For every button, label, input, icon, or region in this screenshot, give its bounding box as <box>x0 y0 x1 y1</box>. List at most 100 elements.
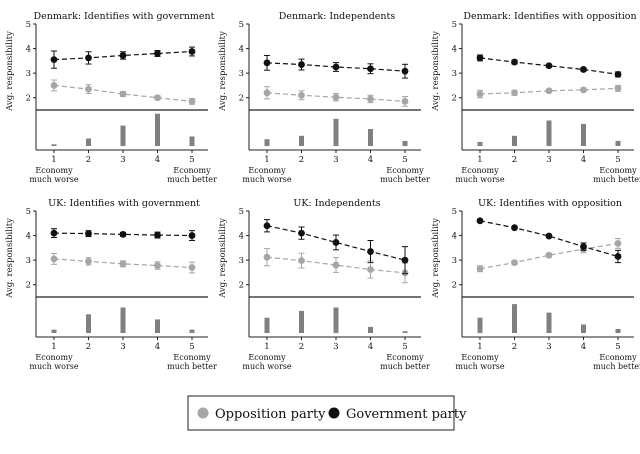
data-point-government <box>119 230 127 238</box>
histogram-bar <box>546 312 552 333</box>
left-end-label-line1: Economy <box>35 353 73 362</box>
histogram-bar <box>402 140 408 146</box>
data-point-opposition <box>298 91 305 99</box>
y-tick-label: 2 <box>452 94 457 104</box>
histogram-bar <box>615 140 621 146</box>
histogram-bar <box>189 329 195 333</box>
panel-title: Denmark: Independents <box>279 11 396 22</box>
y-tick-label: 5 <box>239 20 244 30</box>
data-point-opposition <box>367 95 374 103</box>
y-tick-label: 2 <box>239 94 244 104</box>
histogram-bar <box>86 314 91 333</box>
data-point-opposition <box>476 265 484 273</box>
panel-title: Denmark: Identifies with opposition <box>463 11 636 22</box>
x-tick-label: 4 <box>368 342 373 352</box>
legend-opposition-marker <box>197 407 209 419</box>
series-line-government <box>53 50 193 61</box>
right-end-label-line1: Economy <box>173 353 211 362</box>
right-end-label-line1: Economy <box>386 353 424 362</box>
x-tick-label: 4 <box>581 155 586 165</box>
data-point-government <box>367 248 374 255</box>
y-tick-label: 5 <box>452 20 457 30</box>
x-tick-label: 2 <box>512 342 517 352</box>
y-tick-label: 5 <box>26 207 31 217</box>
y-tick-label: 4 <box>452 45 457 55</box>
x-tick-label: 5 <box>615 155 620 165</box>
series-line-government <box>479 57 619 75</box>
left-end-label-line2: much worse <box>29 175 79 184</box>
data-point-opposition <box>367 266 374 273</box>
x-tick-label: 1 <box>477 155 482 165</box>
y-tick-label: 3 <box>26 256 31 266</box>
legend-box <box>187 395 455 431</box>
x-tick-label: 1 <box>477 342 482 352</box>
left-end-label-line2: much worse <box>455 175 505 184</box>
right-end-label-line2: much better <box>380 175 430 184</box>
histogram-bar <box>299 310 304 333</box>
x-tick-label: 1 <box>264 342 269 352</box>
histogram-bar <box>264 139 270 146</box>
left-end-label-line2: much worse <box>29 362 79 371</box>
histogram-bar <box>120 307 126 333</box>
panel-1: Denmark: Identifies with government 2 3 4 5 A… <box>5 11 217 184</box>
data-point-government <box>263 59 271 67</box>
legend-government-marker <box>328 407 340 419</box>
x-tick-label: 2 <box>512 155 517 165</box>
y-tick-label: 3 <box>239 256 244 266</box>
right-end-label-line2: much better <box>380 362 430 371</box>
right-end-label-line2: much better <box>593 175 640 184</box>
data-point-government <box>545 62 553 70</box>
y-tick-label: 2 <box>26 94 31 104</box>
histogram-bar <box>512 304 517 333</box>
data-point-opposition <box>545 251 553 259</box>
histogram-bar <box>581 324 586 333</box>
panel-title: UK: Identifies with opposition <box>478 198 622 209</box>
data-point-government <box>614 253 622 260</box>
data-point-government <box>476 54 484 62</box>
x-tick-label: 2 <box>299 342 304 352</box>
data-point-opposition <box>50 82 58 89</box>
series-line-opposition <box>53 258 193 269</box>
data-point-government <box>263 222 271 230</box>
histogram-bar <box>402 331 408 333</box>
data-point-opposition <box>332 261 340 269</box>
data-point-government <box>545 232 553 240</box>
panel-2: Denmark: Independents 2 3 4 5 Avg. responsibi… <box>218 11 430 184</box>
y-tick-label: 3 <box>239 69 244 79</box>
panel-title: Denmark: Identifies with government <box>34 11 215 22</box>
data-point-government <box>580 66 587 73</box>
y-tick-label: 2 <box>26 281 31 291</box>
histogram-bar <box>155 113 160 146</box>
legend-opposition-label: Opposition party <box>215 407 326 422</box>
data-point-opposition <box>614 84 622 92</box>
left-end-label-line1: Economy <box>461 353 499 362</box>
data-point-government <box>580 243 587 251</box>
left-end-label-line1: Economy <box>461 166 499 175</box>
y-tick-label: 4 <box>239 232 244 242</box>
series-line-opposition <box>266 92 406 102</box>
right-end-label-line1: Economy <box>599 166 637 175</box>
legend: Opposition party Government party <box>187 395 467 431</box>
data-point-government <box>298 61 305 68</box>
panel-title: UK: Identifies with government <box>48 198 200 209</box>
right-end-label-line2: much better <box>167 362 217 371</box>
legend-government-label: Government party <box>346 407 467 422</box>
data-point-government <box>401 256 409 264</box>
x-tick-label: 5 <box>615 342 620 352</box>
y-tick-label: 3 <box>452 69 457 79</box>
left-end-label-line2: much worse <box>242 175 292 184</box>
data-point-opposition <box>119 260 127 268</box>
x-tick-label: 3 <box>333 155 338 165</box>
x-tick-label: 5 <box>189 155 194 165</box>
data-point-government <box>119 52 127 59</box>
y-tick-label: 5 <box>26 20 31 30</box>
y-tick-label: 3 <box>452 256 457 266</box>
x-tick-label: 3 <box>120 342 125 352</box>
data-point-opposition <box>263 89 271 97</box>
histogram-bar <box>615 328 621 333</box>
y-axis-label: Avg. responsibility <box>431 31 441 112</box>
x-tick-label: 5 <box>189 342 194 352</box>
histogram-bar <box>581 123 586 146</box>
data-point-government <box>401 67 409 75</box>
